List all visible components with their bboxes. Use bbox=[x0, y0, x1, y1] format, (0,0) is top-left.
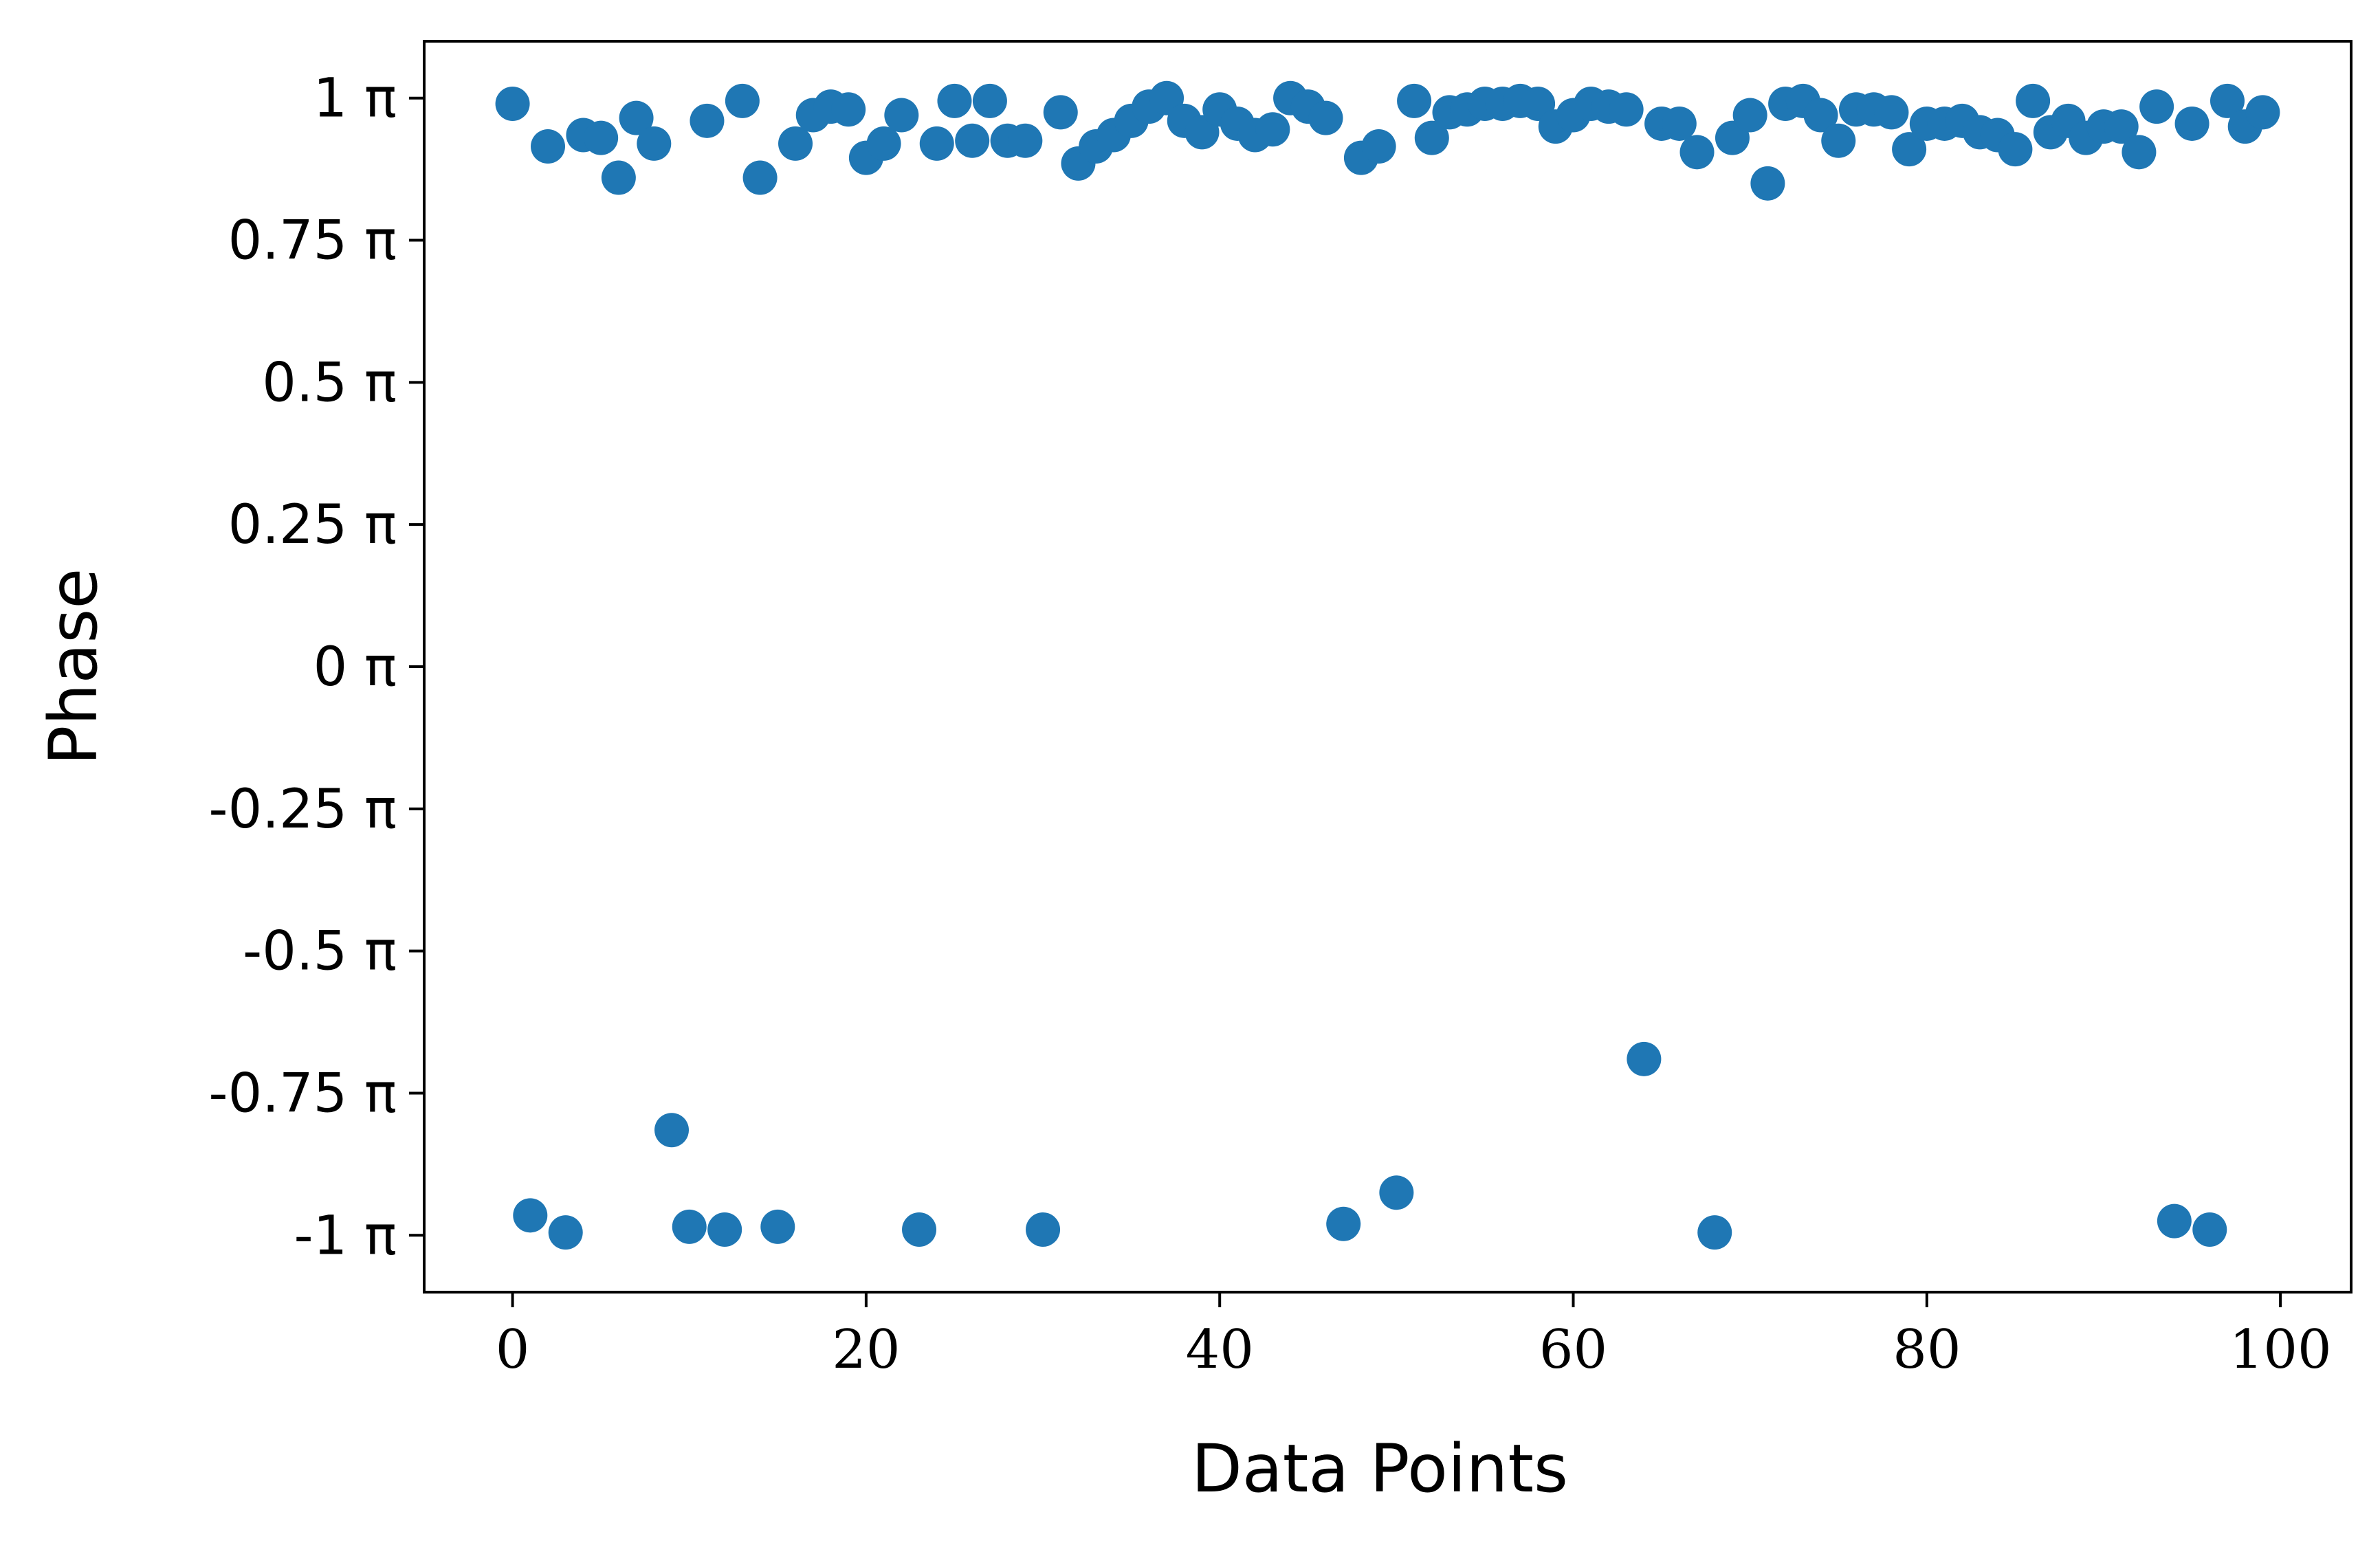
data-point bbox=[725, 83, 760, 118]
data-point bbox=[831, 92, 866, 127]
data-point bbox=[1414, 120, 1449, 155]
data-point bbox=[2174, 106, 2210, 141]
data-point bbox=[1308, 100, 1343, 135]
data-point bbox=[584, 120, 619, 155]
y-tick-label: -0.75 π bbox=[208, 1063, 397, 1124]
data-point bbox=[2016, 83, 2051, 118]
data-point bbox=[1874, 95, 1909, 130]
y-axis-label: Phase bbox=[35, 568, 112, 766]
data-point bbox=[531, 129, 566, 164]
y-tick-label: -1 π bbox=[294, 1205, 397, 1267]
data-point bbox=[1255, 112, 1290, 147]
x-tick-label: 40 bbox=[1186, 1319, 1254, 1381]
data-point bbox=[1998, 132, 2033, 167]
data-point bbox=[1803, 98, 1838, 133]
y-tick-label: 0 π bbox=[313, 636, 397, 698]
data-point bbox=[619, 100, 654, 135]
data-points-layer bbox=[495, 80, 2280, 1250]
data-point bbox=[1892, 132, 1927, 167]
data-point bbox=[937, 83, 972, 118]
data-point bbox=[1043, 95, 1078, 130]
data-point bbox=[513, 1198, 548, 1233]
data-point bbox=[1026, 1212, 1061, 1247]
data-point bbox=[1379, 1175, 1414, 1210]
y-tick-label: 0.5 π bbox=[262, 352, 397, 414]
data-point bbox=[1361, 129, 1396, 164]
data-point bbox=[1662, 106, 1697, 141]
data-point bbox=[955, 123, 990, 158]
plot-area-frame bbox=[423, 40, 2353, 1294]
data-point bbox=[2104, 109, 2139, 144]
data-point bbox=[760, 1209, 795, 1244]
data-point bbox=[1326, 1206, 1361, 1241]
x-tick-label: 0 bbox=[496, 1319, 530, 1381]
x-axis: 0 20 40 60 80 100 bbox=[496, 1292, 2332, 1381]
data-point bbox=[2192, 1212, 2227, 1247]
x-tick-label: 60 bbox=[1539, 1319, 1607, 1381]
data-point bbox=[972, 83, 1007, 118]
data-point bbox=[1609, 92, 1644, 127]
y-tick-label: 0.25 π bbox=[228, 494, 397, 556]
data-point bbox=[548, 1215, 583, 1250]
x-tick-label: 80 bbox=[1893, 1319, 1961, 1381]
data-point bbox=[1679, 135, 1715, 170]
data-point bbox=[1750, 166, 1785, 201]
data-point bbox=[742, 160, 778, 195]
y-tick-label: -0.25 π bbox=[208, 779, 397, 841]
data-point bbox=[866, 126, 901, 161]
x-axis-label: Data Points bbox=[1191, 1430, 1568, 1507]
data-point bbox=[1821, 123, 1856, 158]
data-point bbox=[884, 98, 919, 133]
data-point bbox=[654, 1113, 690, 1148]
y-tick-label: 0.75 π bbox=[228, 210, 397, 272]
data-point bbox=[1397, 83, 1432, 118]
data-point bbox=[2210, 83, 2245, 118]
data-point bbox=[778, 126, 813, 161]
data-point bbox=[495, 87, 530, 121]
x-tick-label: 100 bbox=[2229, 1319, 2332, 1381]
data-point bbox=[1008, 123, 1043, 158]
y-tick-label: 1 π bbox=[313, 68, 397, 130]
data-point bbox=[707, 1212, 742, 1247]
data-point bbox=[637, 126, 672, 161]
data-point bbox=[1732, 98, 1767, 133]
data-point bbox=[690, 103, 725, 138]
data-point bbox=[1697, 1215, 1732, 1250]
y-axis: 1 π 0.75 π 0.5 π 0.25 π 0 π -0.25 π -0.5 π -0.7… bbox=[208, 68, 424, 1267]
data-point bbox=[2157, 1203, 2192, 1239]
data-point bbox=[2139, 89, 2174, 124]
data-point bbox=[2245, 95, 2280, 130]
data-point bbox=[902, 1212, 937, 1247]
x-tick-label: 20 bbox=[832, 1319, 900, 1381]
data-point bbox=[2122, 135, 2157, 170]
data-point bbox=[601, 160, 636, 195]
data-point bbox=[672, 1209, 707, 1244]
data-point bbox=[919, 126, 954, 161]
y-tick-label: -0.5 π bbox=[243, 921, 397, 983]
data-point bbox=[1627, 1041, 1662, 1076]
